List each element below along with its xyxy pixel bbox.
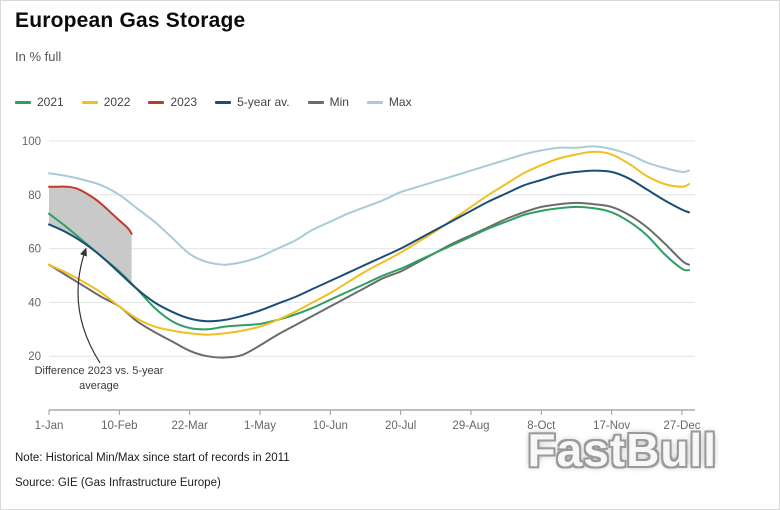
svg-text:10-Jun: 10-Jun	[313, 420, 348, 432]
page-title: European Gas Storage	[15, 9, 246, 32]
legend-label: 5-year av.	[237, 95, 290, 109]
legend-swatch	[148, 100, 165, 104]
difference-annotation: Difference 2023 vs. 5-year average	[19, 364, 179, 394]
legend-item-2023: 2023	[148, 95, 197, 109]
svg-text:1-Jan: 1-Jan	[35, 420, 64, 432]
svg-text:60: 60	[28, 244, 41, 256]
legend-label: Max	[388, 95, 412, 109]
legend-item-2021: 2021	[15, 95, 64, 109]
svg-text:1-May: 1-May	[244, 420, 276, 432]
legend-swatch	[307, 100, 324, 104]
legend-swatch	[15, 100, 31, 104]
legend-item-5-year-av-: 5-year av.	[215, 95, 290, 109]
legend-label: 2023	[170, 95, 198, 109]
legend-label: 2021	[37, 95, 64, 109]
legend-swatch	[215, 100, 232, 104]
legend-swatch	[81, 100, 98, 104]
source-text: Source: GIE (Gas Infrastructure Europe)	[15, 477, 221, 489]
annotation-line1: Difference 2023 vs. 5-year	[34, 365, 164, 377]
svg-text:80: 80	[28, 190, 41, 202]
note-text: Note: Historical Min/Max since start of …	[15, 452, 290, 464]
legend-item-2022: 2022	[81, 95, 131, 109]
legend-label: 2022	[103, 95, 131, 109]
svg-text:27-Dec: 27-Dec	[663, 420, 700, 432]
svg-text:22-Mar: 22-Mar	[171, 420, 208, 432]
svg-text:17-Nov: 17-Nov	[593, 420, 630, 432]
svg-text:8-Oct: 8-Oct	[527, 420, 556, 432]
annotation-line2: average	[79, 379, 119, 392]
svg-text:20: 20	[28, 351, 41, 363]
legend: 2021 2022 2023 5-year av. Min Max	[15, 95, 412, 109]
svg-text:40: 40	[28, 297, 41, 309]
legend-item-min: Min	[307, 95, 349, 109]
page-subtitle: In % full	[15, 49, 62, 64]
svg-text:20-Jul: 20-Jul	[385, 420, 416, 432]
legend-item-max: Max	[366, 95, 412, 109]
svg-text:29-Aug: 29-Aug	[452, 420, 489, 432]
legend-label: Min	[329, 95, 349, 109]
svg-text:10-Feb: 10-Feb	[101, 420, 137, 432]
legend-swatch	[366, 100, 383, 104]
svg-text:100: 100	[22, 136, 41, 148]
